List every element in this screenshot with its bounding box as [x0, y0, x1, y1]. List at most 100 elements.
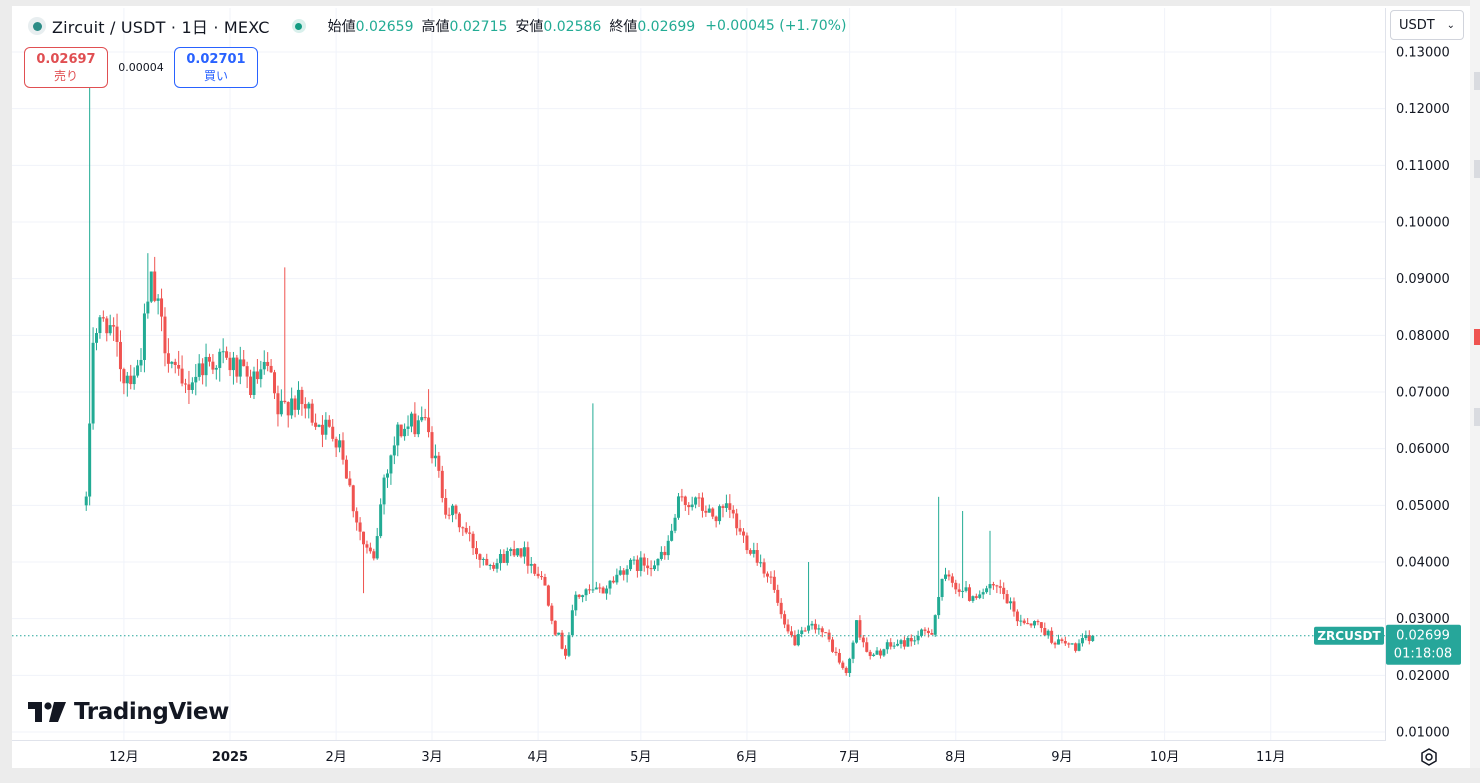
trade-panel: 0.02697 売り 0.00004 0.02701 買い [24, 47, 258, 88]
candle-body [142, 313, 146, 360]
candle-body [344, 459, 348, 479]
candle-body [567, 635, 571, 656]
candle-body [1067, 643, 1071, 645]
side-tab[interactable] [1474, 408, 1480, 426]
candle-body [591, 589, 595, 591]
candle-body [783, 614, 787, 625]
symbol-title[interactable]: Zircuit / USDT · 1日 · MEXC [52, 18, 270, 37]
candle-body [998, 586, 1002, 588]
candle-body [704, 510, 708, 513]
candle-body [793, 635, 797, 646]
price-tick-label: 0.13000 [1396, 46, 1450, 61]
time-tick-label: 4月 [527, 750, 548, 765]
tradingview-logo[interactable]: TradingView [28, 699, 229, 725]
candle-body [666, 540, 670, 556]
candle-body [540, 576, 544, 578]
candle-body [1019, 620, 1023, 622]
candle-body [334, 438, 338, 448]
side-tab[interactable] [1474, 72, 1480, 90]
candle-body [1063, 641, 1067, 644]
candle-body [1012, 601, 1016, 612]
candle-body [293, 398, 297, 410]
candle-body [622, 570, 626, 575]
buy-button[interactable]: 0.02701 買い [174, 47, 258, 88]
candle-body [789, 631, 793, 636]
candle-body [1002, 587, 1006, 595]
candle-body [899, 640, 903, 644]
candle-body [276, 393, 280, 415]
candle-body [735, 513, 739, 529]
candle-body [495, 563, 499, 569]
candle-body [653, 565, 657, 570]
candle-body [694, 497, 698, 505]
price-tick-label: 0.05000 [1396, 499, 1450, 514]
candle-body [656, 558, 660, 566]
candle-body [153, 271, 157, 301]
high-label: 高値 [421, 19, 450, 35]
sell-button[interactable]: 0.02697 売り [24, 47, 108, 88]
settings-icon[interactable] [1418, 746, 1440, 768]
candle-body [156, 298, 160, 301]
candle-body [865, 642, 869, 652]
candle-body [1074, 643, 1078, 651]
candle-body [557, 632, 561, 635]
time-tick-label: 6月 [736, 750, 757, 765]
time-tick-label: 5月 [630, 750, 651, 765]
candle-body [584, 589, 588, 596]
candle-body [605, 588, 609, 594]
time-tick-label: 3月 [421, 750, 442, 765]
candle-body [639, 557, 643, 571]
candle-body [225, 351, 229, 358]
candle-body [813, 623, 817, 630]
candle-body [581, 595, 585, 598]
candle-body [937, 597, 941, 616]
candle-body [878, 650, 882, 656]
candle-body [307, 403, 311, 409]
candle-body [1084, 635, 1088, 639]
price-tick-label: 0.07000 [1396, 386, 1450, 401]
candle-body [492, 564, 496, 569]
candle-body [889, 642, 893, 647]
candle-body [512, 549, 516, 556]
candle-body [296, 389, 300, 410]
candle-body [697, 497, 701, 499]
window-frame-top [0, 0, 1480, 6]
candle-body [796, 634, 800, 646]
candle-body [201, 363, 205, 376]
candle-body [177, 364, 181, 369]
candle-body [98, 317, 102, 334]
candle-body [433, 455, 437, 459]
candle-body [731, 509, 735, 514]
candle-body [1080, 638, 1084, 644]
candle-body [166, 353, 170, 364]
currency-select[interactable]: USDT ⌄ [1390, 10, 1464, 40]
candle-body [375, 536, 379, 559]
candle-body [170, 361, 174, 364]
candle-body [765, 573, 769, 577]
chevron-down-icon: ⌄ [1446, 19, 1455, 31]
side-price-marker [1474, 329, 1480, 345]
candle-body [1077, 643, 1081, 651]
candle-body [331, 426, 335, 439]
candle-body [464, 527, 468, 533]
price-tick-label: 0.10000 [1396, 216, 1450, 231]
symbol-tag [1314, 626, 1384, 645]
candle-body [409, 413, 413, 427]
side-tab[interactable] [1474, 160, 1480, 178]
candle-body [601, 587, 605, 594]
candle-body [577, 594, 581, 598]
candle-body [841, 662, 845, 668]
market-status-icon[interactable] [291, 19, 306, 33]
candle-body [707, 508, 711, 513]
candle-body [1033, 621, 1037, 626]
candle-body [413, 413, 417, 435]
candle-body [314, 422, 318, 427]
candle-body [536, 573, 540, 577]
candle-body [550, 605, 554, 621]
time-axis-border [12, 740, 1386, 741]
candle-body [759, 562, 763, 564]
candle-body [125, 375, 129, 384]
candle-body [803, 630, 807, 632]
candle-body [800, 630, 804, 635]
